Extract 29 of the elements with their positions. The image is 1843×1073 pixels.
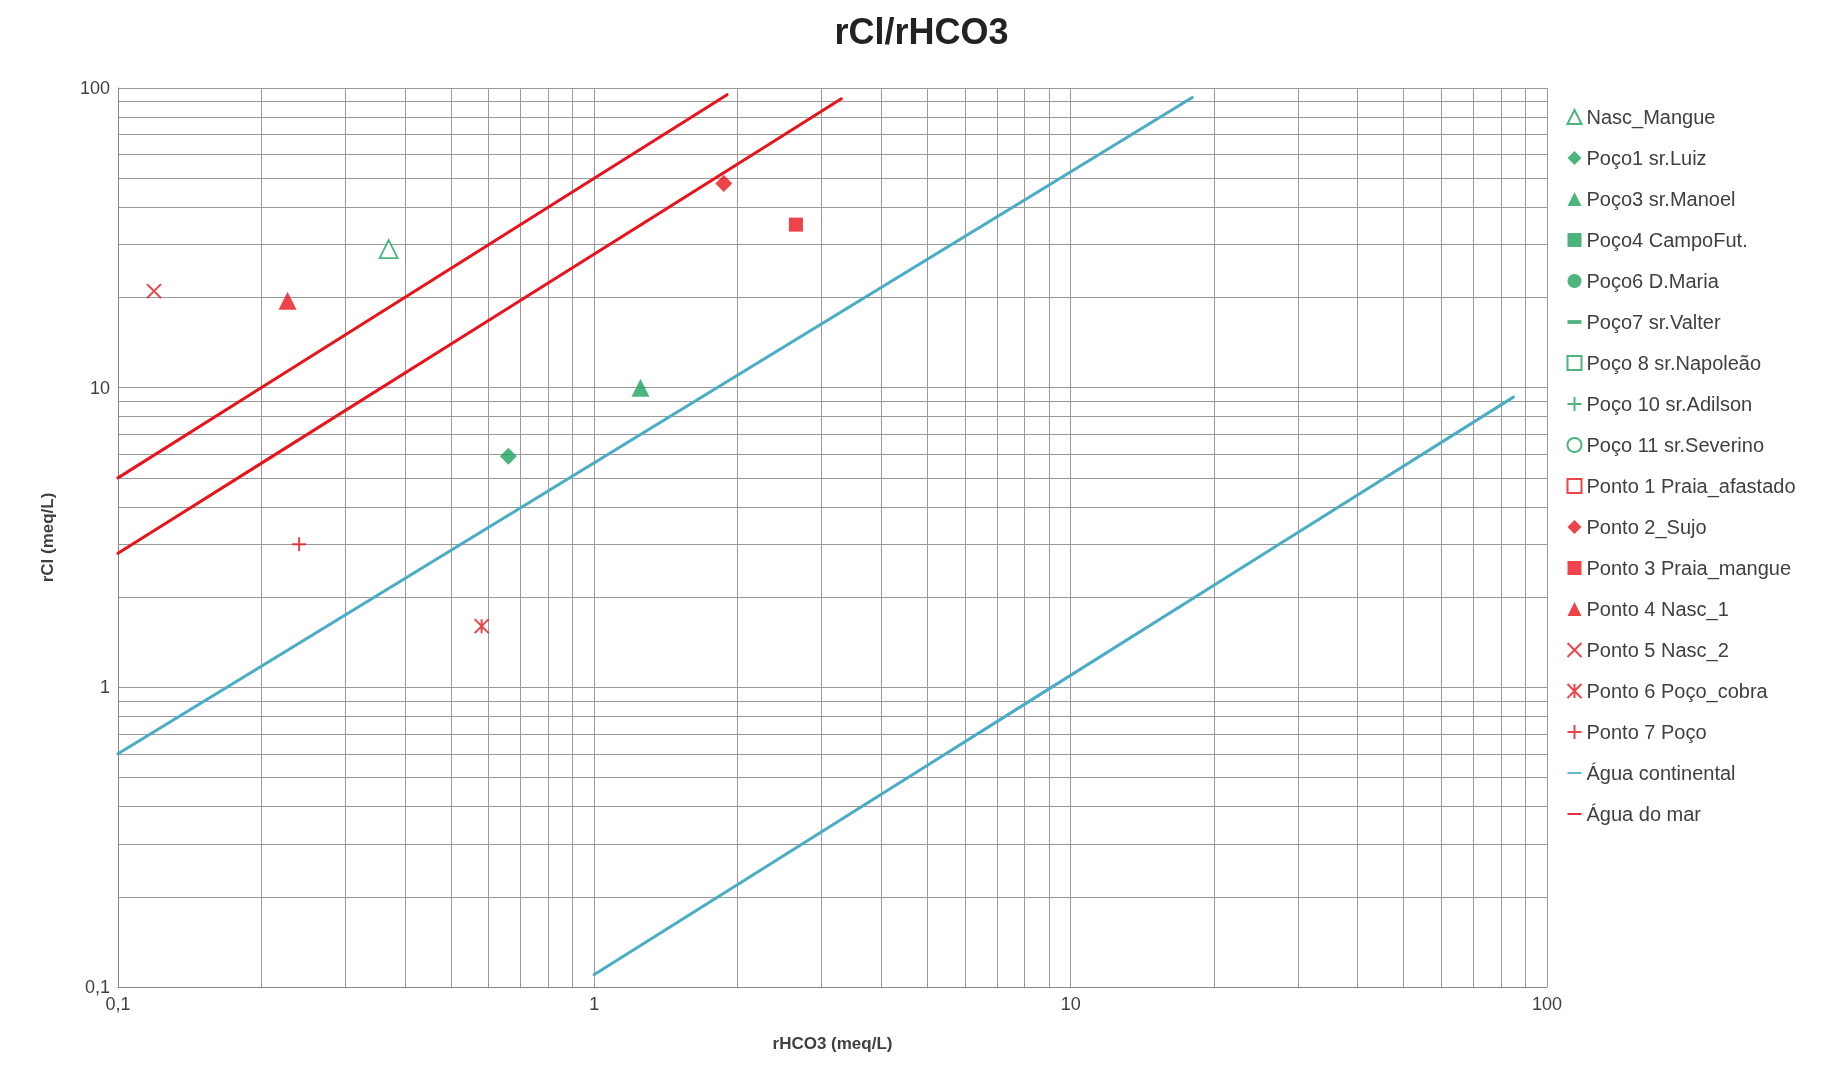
legend-label: Água continental: [1586, 762, 1736, 784]
legend-label: Poço3 sr.Manoel: [1586, 188, 1736, 210]
chart-title: rCl/rHCO3: [834, 10, 1009, 52]
x-axis-title: rHCO3 (meq/L): [772, 1034, 893, 1053]
y-tick-label: 10: [89, 377, 110, 398]
y-tick-label: 0,1: [84, 977, 110, 997]
legend-label: Poço 11 sr.Severino: [1586, 434, 1765, 456]
legend-label: Poço 8 sr.Napoleão: [1586, 352, 1762, 374]
legend-label: Poço6 D.Maria: [1586, 270, 1720, 292]
legend-label: Poço4 CampoFut.: [1586, 229, 1748, 251]
y-axis-title: rCl (meq/L): [38, 492, 57, 583]
legend-label: Ponto 7 Poço: [1586, 721, 1707, 743]
legend-label: Ponto 4 Nasc_1: [1586, 598, 1729, 621]
x-tick-label: 1: [589, 994, 600, 1014]
legend-label: Ponto 1 Praia_afastado: [1586, 475, 1796, 498]
legend-label: Ponto 6 Poço_cobra: [1586, 680, 1769, 703]
legend-label: Água do mar: [1586, 803, 1702, 825]
legend-label: Ponto 5 Nasc_2: [1586, 639, 1729, 662]
legend-label: Poço1 sr.Luiz: [1586, 147, 1707, 169]
legend-label: Ponto 3 Praia_mangue: [1586, 557, 1792, 580]
y-tick-label: 1: [99, 677, 110, 698]
x-tick-label: 0,1: [105, 994, 131, 1014]
legend-label: Nasc_Mangue: [1586, 106, 1716, 129]
legend-label: Poço 10 sr.Adilson: [1586, 393, 1753, 415]
y-tick-label: 100: [79, 78, 110, 98]
legend-label: Poço7 sr.Valter: [1586, 311, 1721, 333]
x-tick-label: 10: [1060, 994, 1081, 1014]
x-tick-label: 100: [1531, 994, 1563, 1014]
legend-label: Ponto 2_Sujo: [1586, 516, 1707, 539]
